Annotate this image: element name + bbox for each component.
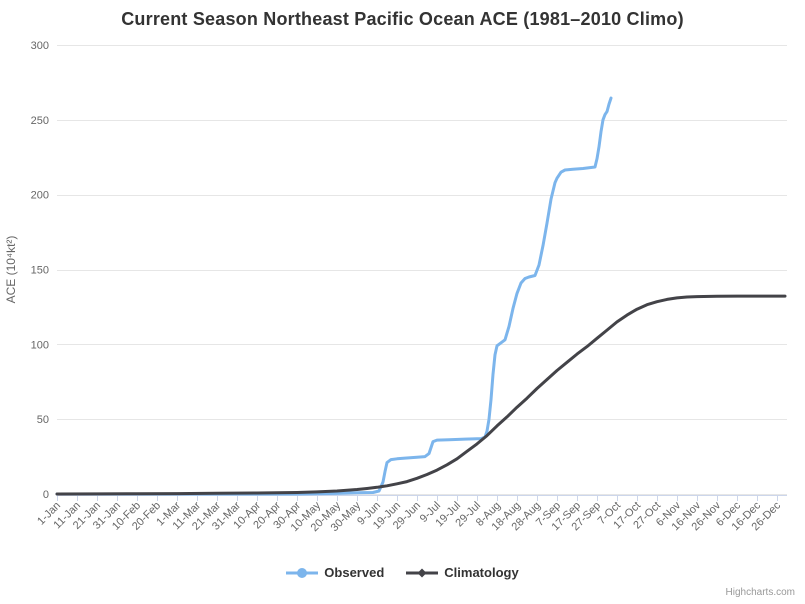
legend-item-observed[interactable]: Observed bbox=[286, 565, 384, 580]
diamond-glyph bbox=[417, 568, 427, 577]
y-tick-label: 250 bbox=[31, 115, 49, 127]
y-axis-title: ACE (10⁴kt²) bbox=[4, 236, 18, 304]
y-axis-labels: 0 50 100 150 200 250 300 bbox=[31, 40, 49, 501]
series-line-observed[interactable] bbox=[55, 96, 613, 496]
legend: Observed Climatology bbox=[0, 565, 805, 580]
circle-marker-icon bbox=[286, 567, 319, 578]
x-axis-labels: 1-Jan11-Jan21-Jan31-Jan10-Feb20-Feb1-Mar… bbox=[35, 499, 783, 534]
y-tick-label: 200 bbox=[31, 190, 49, 202]
highcharts-credit[interactable]: Highcharts.com bbox=[725, 587, 795, 598]
circle-glyph bbox=[297, 567, 308, 578]
y-tick-label: 50 bbox=[37, 414, 49, 426]
legend-label: Climatology bbox=[444, 565, 519, 580]
y-tick-label: 0 bbox=[43, 489, 49, 501]
gridlines bbox=[57, 45, 787, 495]
diamond-marker-icon bbox=[406, 568, 439, 577]
series-group bbox=[55, 96, 787, 496]
series-line-climatology[interactable] bbox=[55, 294, 787, 496]
legend-label: Observed bbox=[324, 565, 385, 580]
y-tick-label: 100 bbox=[31, 339, 49, 351]
y-tick-label: 150 bbox=[31, 265, 49, 277]
legend-item-climatology[interactable]: Climatology bbox=[406, 565, 519, 580]
y-tick-label: 300 bbox=[31, 40, 49, 52]
chart-title: Current Season Northeast Pacific Ocean A… bbox=[121, 9, 684, 29]
x-axis bbox=[57, 495, 787, 501]
